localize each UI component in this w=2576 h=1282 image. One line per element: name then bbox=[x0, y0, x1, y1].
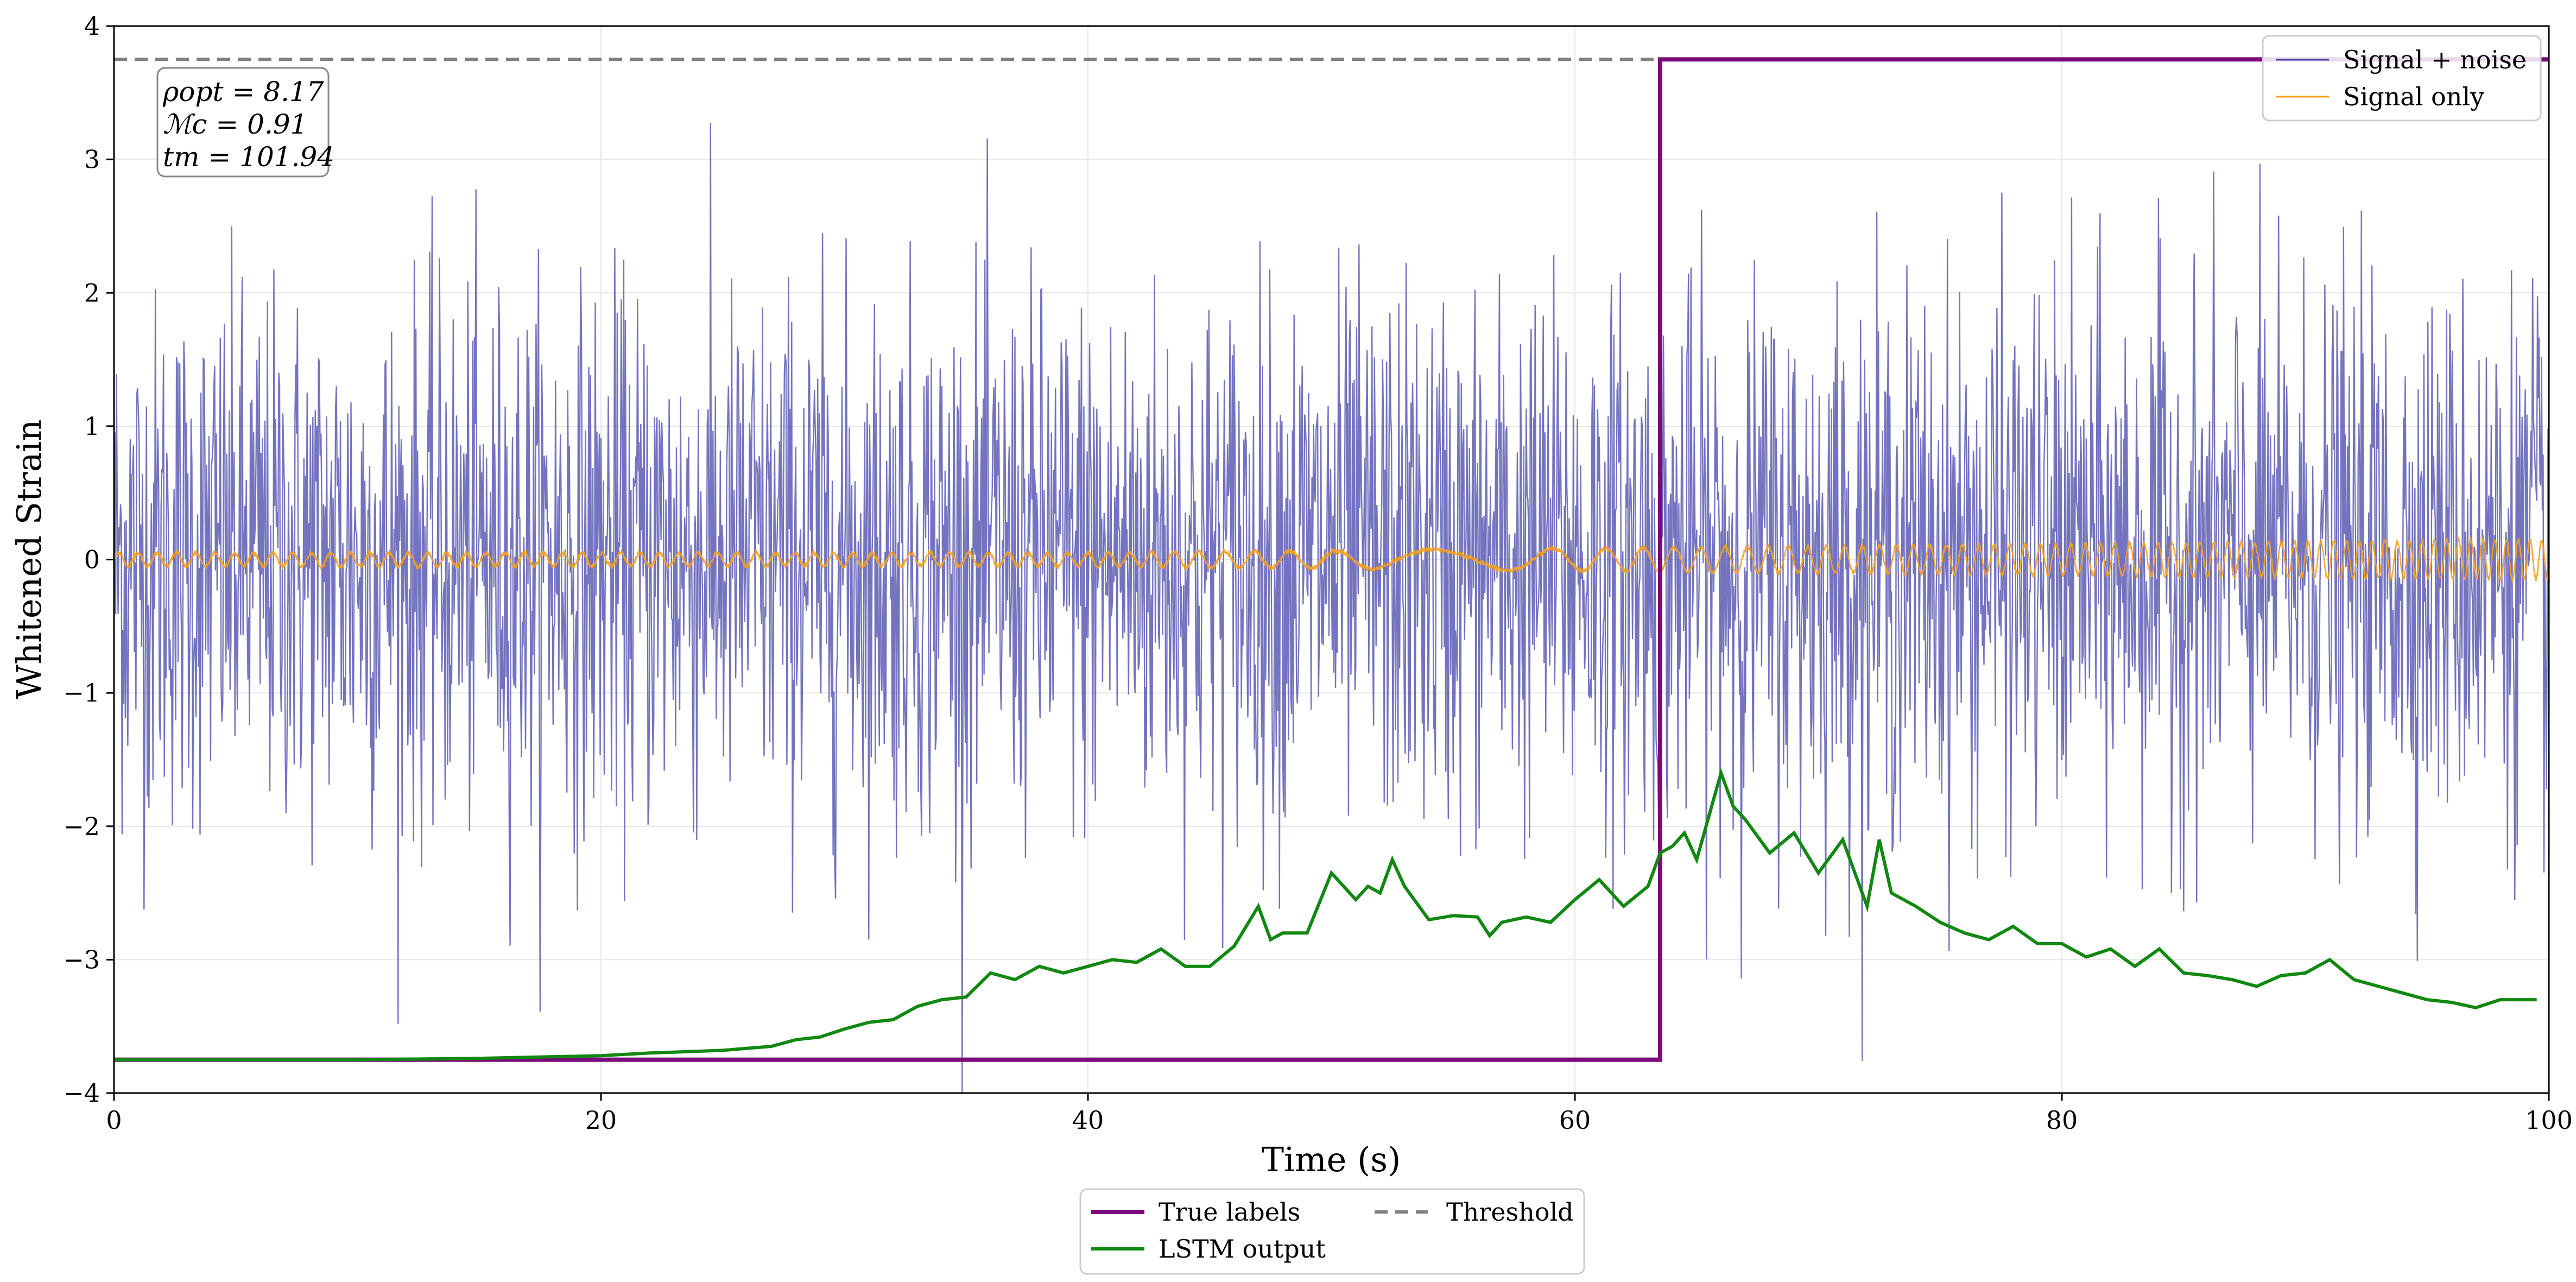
x-axis: 0 20 40 60 80 100 bbox=[106, 1093, 2573, 1135]
x-tick-label: 60 bbox=[1559, 1106, 1591, 1135]
y-tick-label: 0 bbox=[84, 545, 100, 574]
series-line-signal-noise bbox=[114, 123, 2549, 1093]
legend-label-threshold: Threshold bbox=[1446, 1197, 1574, 1227]
y-axis-label: Whitened Strain bbox=[9, 420, 49, 699]
y-axis: −4 −3 −2 −1 0 1 2 3 4 bbox=[63, 11, 114, 1108]
x-tick-label: 0 bbox=[106, 1106, 122, 1135]
y-tick-label: −3 bbox=[63, 945, 100, 974]
y-tick-label: −1 bbox=[63, 678, 100, 708]
x-tick-label: 20 bbox=[585, 1106, 617, 1135]
series-line-lstm-output bbox=[114, 767, 2537, 1062]
y-tick-label: 1 bbox=[84, 412, 100, 441]
plot-area: 0 20 40 60 80 100 −4 −3 −2 −1 0 1 2 3 4 bbox=[63, 11, 2573, 1135]
annotation-line-rho: ρopt = 8.17 bbox=[162, 76, 324, 108]
x-axis-label: Time (s) bbox=[1262, 1140, 1401, 1179]
y-tick-label: −2 bbox=[63, 812, 100, 841]
annotation-line-chirp-mass: ℳc = 0.91 bbox=[163, 109, 307, 140]
legend-label-true-labels: True labels bbox=[1159, 1197, 1300, 1227]
legend-label-lstm-output: LSTM output bbox=[1159, 1234, 1326, 1264]
x-tick-label: 80 bbox=[2046, 1106, 2078, 1135]
series-line-true-labels bbox=[114, 57, 2549, 1062]
x-tick-label: 40 bbox=[1072, 1106, 1104, 1135]
y-tick-label: −4 bbox=[63, 1078, 100, 1108]
legend-bottom: True labels Threshold LSTM output bbox=[1079, 1188, 1585, 1275]
series-line-signal-only bbox=[114, 536, 2549, 584]
annotation-line-merger-time: tm = 101.94 bbox=[163, 141, 334, 173]
annotation-box: ρopt = 8.17 ℳc = 0.91 tm = 101.94 bbox=[156, 67, 334, 178]
y-tick-label: 3 bbox=[84, 145, 100, 174]
legend-label-signal-noise: Signal + noise bbox=[2343, 45, 2527, 74]
legend-label-signal-only: Signal only bbox=[2343, 82, 2484, 111]
y-tick-label: 2 bbox=[84, 278, 100, 307]
legend-top: Signal + noise Signal only bbox=[2262, 35, 2542, 122]
x-tick-label: 100 bbox=[2525, 1106, 2573, 1135]
y-tick-label: 4 bbox=[84, 11, 100, 41]
